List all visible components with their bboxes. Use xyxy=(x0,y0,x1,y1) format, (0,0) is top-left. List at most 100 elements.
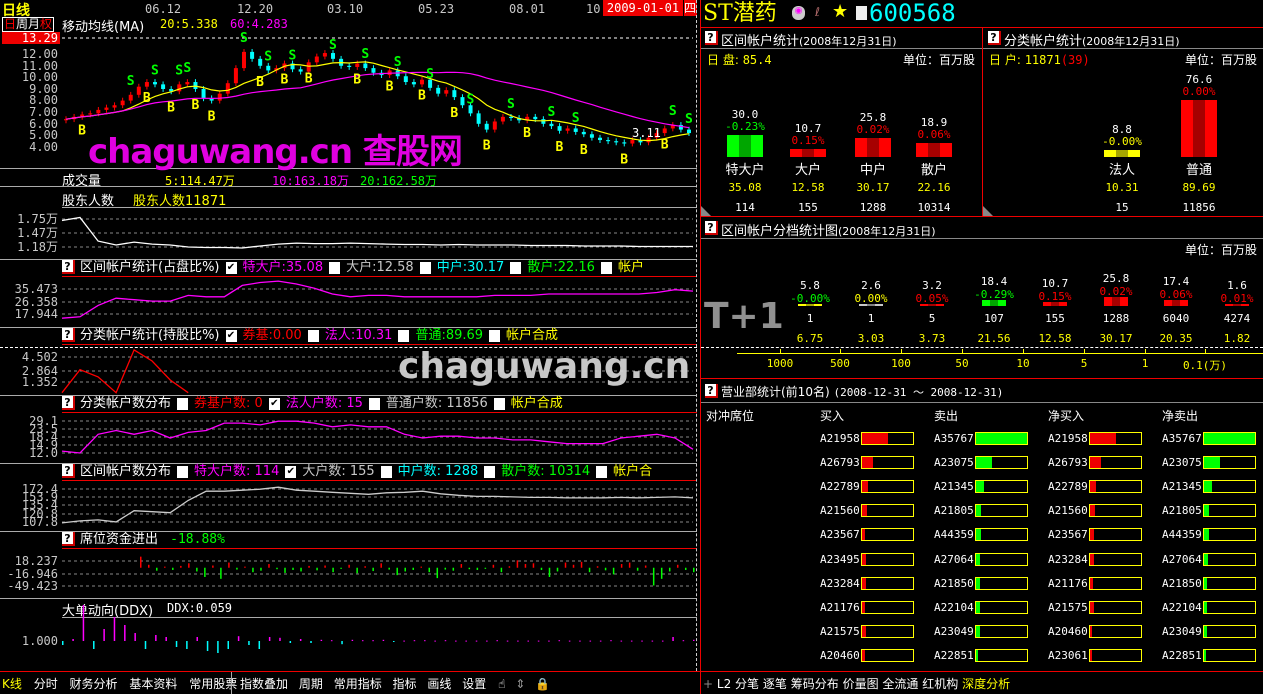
toolbar-chip-distribution[interactable]: 筹码分布 xyxy=(790,677,839,691)
help-icon[interactable]: ? xyxy=(62,532,75,546)
help-icon[interactable]: ? xyxy=(988,31,1001,45)
updown-arrow-icon[interactable]: ⇕ xyxy=(515,677,526,691)
brush-icon[interactable]: ℓ xyxy=(815,5,820,19)
series-toggle-label[interactable]: 券基户数: 0 xyxy=(194,396,263,411)
star-icon[interactable]: ★ xyxy=(832,1,849,22)
seat-code[interactable]: A23061 xyxy=(1048,648,1088,662)
seat-code[interactable]: A23284 xyxy=(1048,552,1088,566)
series-toggle-label[interactable]: 特大户:35.08 xyxy=(242,260,324,275)
series-toggle-label[interactable]: 中户数: 1288 xyxy=(397,464,479,479)
seat-code[interactable]: A21345 xyxy=(934,480,974,494)
series-toggle-label[interactable]: 券基:0.00 xyxy=(242,328,302,343)
seat-code[interactable]: A23567 xyxy=(820,528,860,542)
series-toggle-label[interactable]: 大户:12.58 xyxy=(346,260,414,275)
note-icon[interactable] xyxy=(856,6,867,20)
tab-rights[interactable]: 权 xyxy=(40,17,53,31)
seat-code[interactable]: A44359 xyxy=(934,528,974,542)
checkbox[interactable]: ✔ xyxy=(225,329,237,342)
seat-code[interactable]: A23284 xyxy=(820,576,860,590)
series-toggle-label[interactable]: 帐户合 xyxy=(613,464,653,479)
seat-code[interactable]: A21176 xyxy=(820,600,860,614)
toolbar-period[interactable]: 周期 xyxy=(298,677,323,691)
series-toggle-label[interactable]: 散户数: 10314 xyxy=(501,464,591,479)
series-toggle-label[interactable]: 特大户数: 114 xyxy=(194,464,280,479)
seat-code[interactable]: A21850 xyxy=(934,576,974,590)
toolbar-tick-by-tick[interactable]: 逐笔 xyxy=(762,677,787,691)
seat-code[interactable]: A35767 xyxy=(934,432,974,445)
series-toggle-label[interactable]: 中户:30.17 xyxy=(436,260,505,275)
seat-code[interactable]: A22789 xyxy=(1048,480,1088,494)
seat-code[interactable]: A21575 xyxy=(1048,600,1088,614)
checkbox[interactable] xyxy=(380,465,392,478)
seat-code[interactable]: A21958 xyxy=(1048,432,1088,445)
seat-code[interactable]: A23049 xyxy=(934,624,974,638)
seat-code[interactable]: A21958 xyxy=(820,432,860,445)
checkbox[interactable] xyxy=(600,261,612,274)
toolbar-red-institution[interactable]: 红机构 xyxy=(922,677,959,691)
seat-code[interactable]: A23075 xyxy=(934,456,974,470)
checkbox[interactable] xyxy=(177,465,189,478)
checkbox[interactable] xyxy=(493,397,505,410)
toolbar-ticks[interactable]: 分笔 xyxy=(735,677,760,691)
checkbox[interactable] xyxy=(329,261,341,274)
seat-code[interactable]: A23075 xyxy=(1162,456,1202,470)
seat-code[interactable]: A20460 xyxy=(1048,624,1088,638)
seat-code[interactable]: A27064 xyxy=(1162,552,1202,566)
toolbar-kline[interactable]: K线 xyxy=(2,677,22,691)
series-toggle-label[interactable]: 普通户数: 11856 xyxy=(385,396,488,411)
seat-code[interactable]: A22104 xyxy=(1162,600,1202,614)
lock-icon[interactable]: 🔒 xyxy=(535,677,551,691)
checkbox[interactable] xyxy=(510,261,522,274)
seat-code[interactable]: A44359 xyxy=(1162,528,1202,542)
expand-icon[interactable]: + xyxy=(703,677,714,691)
seat-code[interactable]: A22851 xyxy=(934,648,974,662)
checkbox[interactable]: ✔ xyxy=(285,465,297,478)
seat-code[interactable]: A27064 xyxy=(934,552,974,566)
series-toggle-label[interactable]: 帐户 xyxy=(617,260,644,275)
checkbox[interactable] xyxy=(489,329,501,342)
seat-code[interactable]: A22104 xyxy=(934,600,974,614)
checkbox[interactable] xyxy=(596,465,608,478)
tab-day[interactable]: 日 xyxy=(4,17,17,31)
series-toggle-label[interactable]: 帐户合成 xyxy=(510,396,563,411)
toolbar-price-volume[interactable]: 价量图 xyxy=(842,677,879,691)
toolbar-full-circulation[interactable]: 全流通 xyxy=(882,677,919,691)
series-toggle-label[interactable]: 帐户合成 xyxy=(506,328,559,343)
series-toggle-label[interactable]: 大户数: 155 xyxy=(302,464,375,479)
seat-code[interactable]: A21176 xyxy=(1048,576,1088,590)
help-icon[interactable]: ? xyxy=(705,221,718,235)
opera-mask-icon[interactable]: ◉ xyxy=(792,6,805,20)
help-icon[interactable]: ? xyxy=(62,464,75,478)
tab-week[interactable]: 周 xyxy=(16,17,29,31)
series-toggle-label[interactable]: 法人户数: 15 xyxy=(285,396,363,411)
help-icon[interactable]: ? xyxy=(62,396,75,410)
checkbox[interactable]: ✔ xyxy=(225,261,237,274)
toolbar-indicators[interactable]: 指标 xyxy=(392,677,417,691)
seat-code[interactable]: A21805 xyxy=(1162,504,1202,518)
resize-corner-icon[interactable] xyxy=(701,206,711,216)
toolbar-depth-analysis[interactable]: 深度分析 xyxy=(962,677,1011,691)
toolbar-timeshare[interactable]: 分时 xyxy=(33,677,58,691)
seat-code[interactable]: A26793 xyxy=(1048,456,1088,470)
toolbar-l2[interactable]: L2 xyxy=(716,677,732,691)
series-toggle-label[interactable]: 普通:89.69 xyxy=(415,328,484,343)
help-icon[interactable]: ? xyxy=(705,384,718,398)
seat-code[interactable]: A21560 xyxy=(1048,504,1088,518)
seat-code[interactable]: A35767 xyxy=(1162,432,1202,445)
checkbox[interactable] xyxy=(419,261,431,274)
checkbox[interactable] xyxy=(398,329,410,342)
seat-code[interactable]: A21345 xyxy=(1162,480,1202,494)
toolbar-draw[interactable]: 画线 xyxy=(427,677,452,691)
checkbox[interactable]: ✔ xyxy=(268,397,280,410)
help-icon[interactable]: ? xyxy=(62,328,75,342)
toolbar-settings[interactable]: 设置 xyxy=(462,677,487,691)
series-toggle-label[interactable]: 法人:10.31 xyxy=(324,328,393,343)
checkbox[interactable] xyxy=(177,397,189,410)
seat-code[interactable]: A22851 xyxy=(1162,648,1202,662)
tab-month[interactable]: 月 xyxy=(28,17,41,31)
help-icon[interactable]: ? xyxy=(705,31,718,45)
checkbox[interactable] xyxy=(368,397,380,410)
seat-code[interactable]: A20460 xyxy=(820,648,860,662)
toolbar-common-indicators[interactable]: 常用指标 xyxy=(333,677,382,691)
seat-code[interactable]: A21560 xyxy=(820,504,860,518)
